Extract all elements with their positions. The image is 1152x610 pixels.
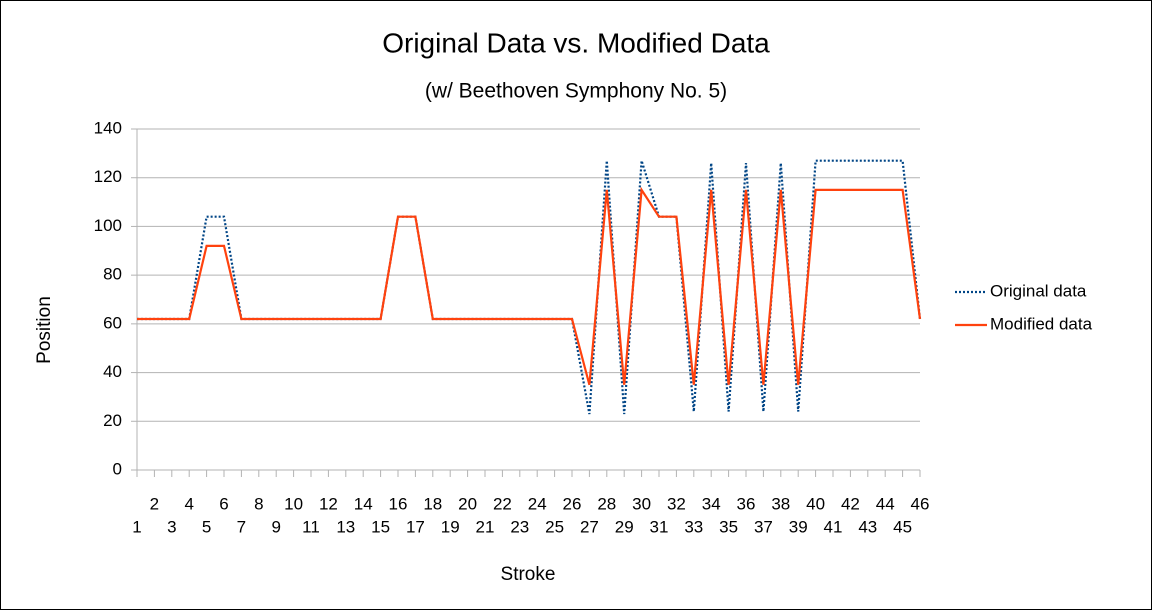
x-tick-label: 35 bbox=[719, 517, 738, 536]
x-tick-label: 10 bbox=[284, 494, 303, 513]
x-tick-label: 29 bbox=[615, 517, 634, 536]
x-tick-label: 9 bbox=[271, 517, 280, 536]
x-tick-label: 19 bbox=[441, 517, 460, 536]
x-tick-label: 12 bbox=[319, 494, 338, 513]
x-tick-label: 2 bbox=[150, 494, 159, 513]
y-tick-label: 40 bbox=[103, 362, 122, 381]
x-tick-label: 7 bbox=[237, 517, 246, 536]
x-tick-label: 4 bbox=[184, 494, 193, 513]
x-axis-label: Stroke bbox=[501, 564, 556, 585]
legend-label: Original data bbox=[990, 281, 1087, 300]
x-tick-label: 5 bbox=[202, 517, 211, 536]
x-tick-label: 27 bbox=[580, 517, 599, 536]
y-tick-label: 100 bbox=[94, 216, 122, 235]
x-tick-label: 21 bbox=[476, 517, 495, 536]
x-tick-label: 39 bbox=[789, 517, 808, 536]
x-tick-label: 3 bbox=[167, 517, 176, 536]
x-tick-label: 42 bbox=[841, 494, 860, 513]
x-tick-label: 17 bbox=[406, 517, 425, 536]
x-tick-label: 6 bbox=[219, 494, 228, 513]
x-tick-label: 25 bbox=[545, 517, 564, 536]
x-tick-label: 32 bbox=[667, 494, 686, 513]
x-tick-label: 38 bbox=[771, 494, 790, 513]
x-tick-label: 23 bbox=[510, 517, 529, 536]
x-tick-label: 20 bbox=[458, 494, 477, 513]
data-line bbox=[137, 186, 922, 386]
x-tick-label: 30 bbox=[632, 494, 651, 513]
x-tick-label: 44 bbox=[876, 494, 895, 513]
y-tick-label: 0 bbox=[113, 459, 122, 478]
x-tick-label: 1 bbox=[132, 517, 141, 536]
x-tick-label: 8 bbox=[254, 494, 263, 513]
x-tick-label: 11 bbox=[302, 517, 320, 536]
x-tick-label: 36 bbox=[737, 494, 756, 513]
legend-label: Modified data bbox=[990, 314, 1093, 333]
x-tick-label: 31 bbox=[650, 517, 669, 536]
x-tick-label: 22 bbox=[493, 494, 512, 513]
x-tick-label: 43 bbox=[858, 517, 877, 536]
x-tick-label: 37 bbox=[754, 517, 773, 536]
x-tick-label: 34 bbox=[702, 494, 721, 513]
y-tick-label: 60 bbox=[103, 313, 122, 332]
chart-title: Original Data vs. Modified Data bbox=[382, 27, 770, 58]
x-tick-label: 16 bbox=[389, 494, 408, 513]
x-tick-label: 40 bbox=[806, 494, 825, 513]
x-tick-label: 46 bbox=[911, 494, 930, 513]
chart-subtitle: (w/ Beethoven Symphony No. 5) bbox=[425, 80, 727, 103]
x-tick-label: 33 bbox=[684, 517, 703, 536]
x-tick-label: 26 bbox=[563, 494, 582, 513]
y-tick-label: 120 bbox=[94, 167, 122, 186]
y-tick-label: 140 bbox=[94, 118, 122, 137]
x-tick-label: 45 bbox=[893, 517, 912, 536]
y-tick-label: 20 bbox=[103, 411, 122, 430]
y-axis-label: Position bbox=[34, 296, 55, 364]
x-tick-label: 18 bbox=[423, 494, 442, 513]
y-tick-label: 80 bbox=[103, 265, 122, 284]
x-tick-label: 13 bbox=[336, 517, 355, 536]
x-tick-label: 24 bbox=[528, 494, 547, 513]
x-tick-label: 15 bbox=[371, 517, 390, 536]
x-tick-label: 14 bbox=[354, 494, 373, 513]
x-tick-label: 28 bbox=[597, 494, 616, 513]
x-tick-label: 41 bbox=[824, 517, 843, 536]
